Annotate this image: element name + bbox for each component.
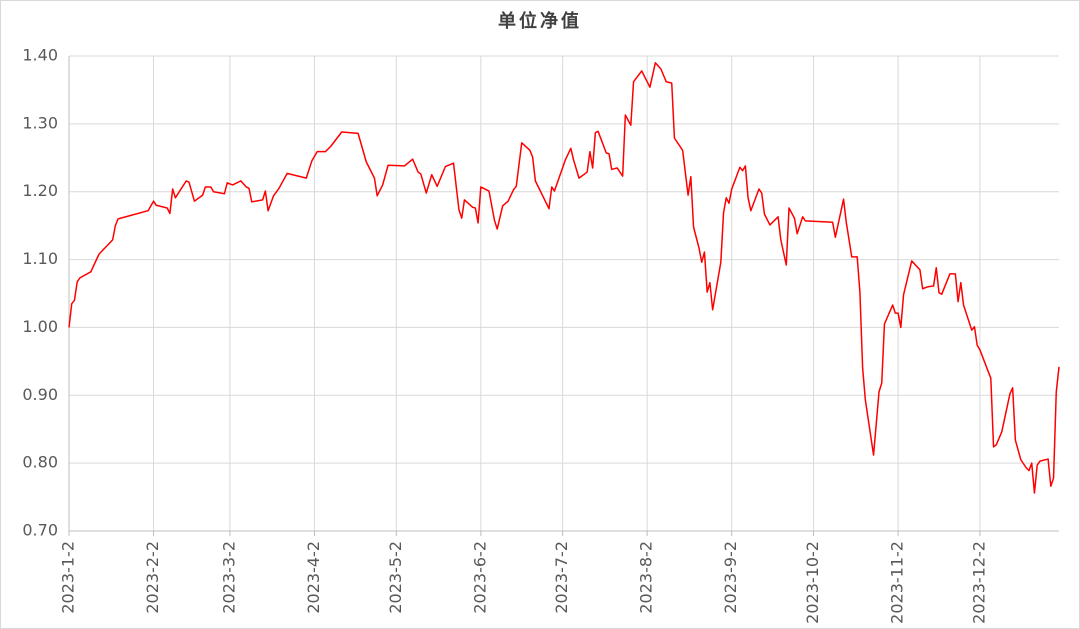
x-tick-label: 2023-4-2 xyxy=(304,541,323,614)
x-tick-label: 2023-6-2 xyxy=(470,541,489,614)
line-series xyxy=(68,62,1060,494)
x-tick-label: 2023-7-2 xyxy=(552,541,571,614)
y-tick-label: 1.10 xyxy=(22,249,58,268)
y-tick-label: 1.30 xyxy=(22,113,58,132)
y-tick-label: 1.40 xyxy=(22,46,58,65)
x-tick-label: 2023-9-2 xyxy=(721,541,740,614)
x-tick-label: 2023-12-2 xyxy=(969,541,988,624)
y-tick-label: 0.90 xyxy=(22,385,58,404)
y-tick-label: 0.70 xyxy=(22,521,58,540)
y-tick-label: 0.80 xyxy=(22,453,58,472)
x-tick-label: 2023-10-2 xyxy=(803,541,822,624)
x-tick-label: 2023-3-2 xyxy=(219,541,238,614)
chart-title: 单位净值 xyxy=(498,10,582,32)
x-tick-label: 2023-5-2 xyxy=(386,541,405,614)
x-tick-label: 2023-8-2 xyxy=(637,541,656,614)
y-tick-label: 1.00 xyxy=(22,317,58,336)
x-tick-label: 2023-11-2 xyxy=(888,541,907,624)
x-tick-label: 2023-2-2 xyxy=(143,541,162,614)
x-tick-label: 2023-1-2 xyxy=(59,541,78,614)
y-tick-label: 1.20 xyxy=(22,181,58,200)
